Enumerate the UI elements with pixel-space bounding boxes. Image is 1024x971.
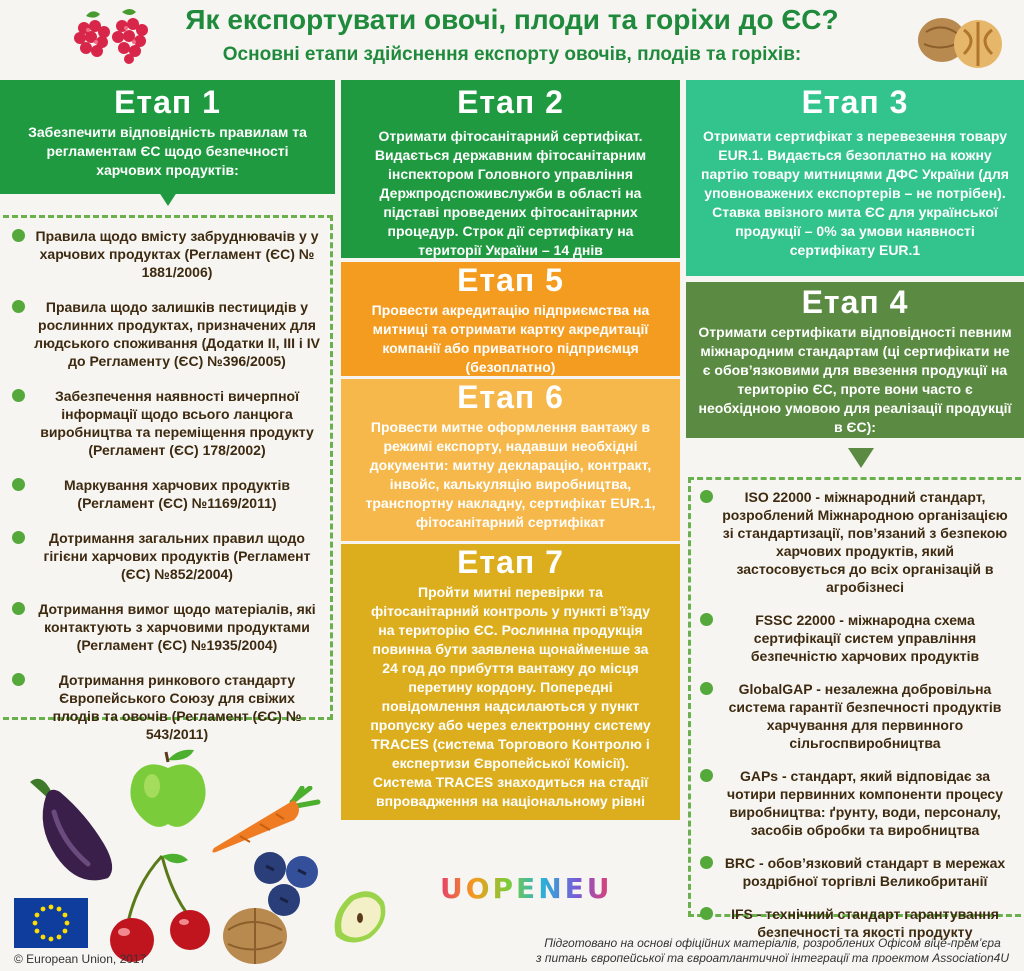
- bullet-icon: [12, 300, 25, 313]
- stage-4-arrow-icon: [848, 448, 874, 468]
- bullet-icon: [12, 602, 25, 615]
- list-item: Маркування харчових продуктів (Регламент…: [8, 476, 330, 512]
- blueberry-icon: [254, 852, 318, 916]
- stage-2-heading: Етап 2: [457, 84, 564, 120]
- bullet-icon: [700, 769, 713, 782]
- uopeneu-logo: UOPENEU: [440, 872, 613, 905]
- stage-6-heading: Етап 6: [457, 379, 564, 415]
- food-safety-rules-list: Правила щодо вмісту забруднювачів у у ха…: [8, 227, 330, 743]
- walnut-icon: [918, 18, 1002, 68]
- bullet-icon: [12, 673, 25, 686]
- bullet-icon: [700, 613, 713, 626]
- list-item: ISO 22000 - міжнародний стандарт, розроб…: [696, 488, 1014, 596]
- eu-flag-icon: [14, 898, 88, 948]
- list-item: GlobalGAP - незалежна добровільна систем…: [696, 680, 1014, 752]
- bullet-icon: [700, 490, 713, 503]
- carrot-icon: [212, 786, 321, 853]
- stage-5-heading: Етап 5: [457, 262, 564, 298]
- bullet-icon: [12, 389, 25, 402]
- apple-icon: [130, 749, 206, 827]
- list-item: Дотримання вимог щодо матеріалів, які ко…: [8, 600, 330, 654]
- stage-1-arrow-icon: [155, 186, 181, 206]
- page-title: Як експортувати овочі, плоди та горіхи д…: [185, 4, 839, 35]
- stage-5-panel: Етап 5 Провести акредитацію підприємства…: [341, 262, 680, 376]
- bullet-icon: [700, 907, 713, 920]
- bullet-icon: [12, 229, 25, 242]
- copyright-text: © European Union, 2017: [14, 952, 147, 966]
- stage-6-panel: Етап 6 Провести митне оформлення вантажу…: [341, 379, 680, 541]
- list-item: BRC - обов’язковий стандарт в мережах ро…: [696, 854, 1014, 890]
- bullet-icon: [12, 531, 25, 544]
- credits-text: Підготовано на основі офіційних матеріал…: [536, 936, 1009, 965]
- list-item: Правила щодо вмісту забруднювачів у у ха…: [8, 227, 330, 281]
- stage-4-heading: Етап 4: [801, 284, 909, 320]
- page-subtitle: Основні етапи здійснення експорту овочів…: [222, 44, 802, 65]
- stage-2-text: Отримати фітосанітарний сертифікат. Вида…: [374, 128, 647, 258]
- bullet-icon: [700, 856, 713, 869]
- eggplant-icon: [30, 778, 113, 881]
- standards-frame: [688, 477, 1021, 917]
- walnut-icon: [223, 908, 287, 964]
- stage-3-heading: Етап 3: [801, 84, 909, 120]
- stage-2-panel: Етап 2 Отримати фітосанітарний сертифіка…: [341, 80, 680, 258]
- stage-1-heading: Етап 1: [114, 84, 221, 120]
- stage-4-text: Отримати сертифікати відповідності певни…: [698, 324, 1012, 435]
- list-item: Дотримання ринкового стандарту Європейсь…: [8, 671, 330, 743]
- apple-slice-icon: [334, 891, 386, 943]
- list-item: Забезпечення наявності вичерпної інформа…: [8, 387, 330, 459]
- list-item: Правила щодо залишків пестицидів у росли…: [8, 298, 330, 370]
- food-safety-rules-frame: [3, 215, 333, 720]
- stage-5-text: Провести акредитацію підприємства на мит…: [371, 302, 650, 375]
- stage-1-panel: Етап 1 Забезпечити відповідність правила…: [0, 80, 335, 194]
- bullet-icon: [700, 682, 713, 695]
- list-item: FSSC 22000 - міжнародна схема сертифікац…: [696, 611, 1014, 665]
- stage-7-panel: Етап 7 Пройти митні перевірки та фітосан…: [341, 544, 680, 820]
- stage-4-panel: Етап 4 Отримати сертифікати відповідност…: [686, 282, 1024, 438]
- list-item: Дотримання загальних правил щодо гігієни…: [8, 529, 330, 583]
- stage-3-panel: Етап 3 Отримати сертифікат з перевезення…: [686, 80, 1024, 276]
- standards-list: ISO 22000 - міжнародний стандарт, розроб…: [696, 488, 1014, 941]
- stage-3-text: Отримати сертифікат з перевезення товару…: [701, 128, 1009, 258]
- list-item: GAPs - стандарт, який відповідає за чоти…: [696, 767, 1014, 839]
- stage-1-text: Забезпечити відповідність правилам та ре…: [28, 124, 307, 178]
- stage-6-text: Провести митне оформлення вантажу в режи…: [365, 419, 656, 530]
- bullet-icon: [12, 478, 25, 491]
- cherry-icon: [110, 853, 210, 962]
- raspberry-icon: [74, 9, 148, 64]
- stage-7-heading: Етап 7: [457, 544, 564, 580]
- stage-7-text: Пройти митні перевірки та фітосанітарний…: [370, 584, 651, 809]
- list-item: IFS - технічний стандарт гарантування бе…: [696, 905, 1014, 941]
